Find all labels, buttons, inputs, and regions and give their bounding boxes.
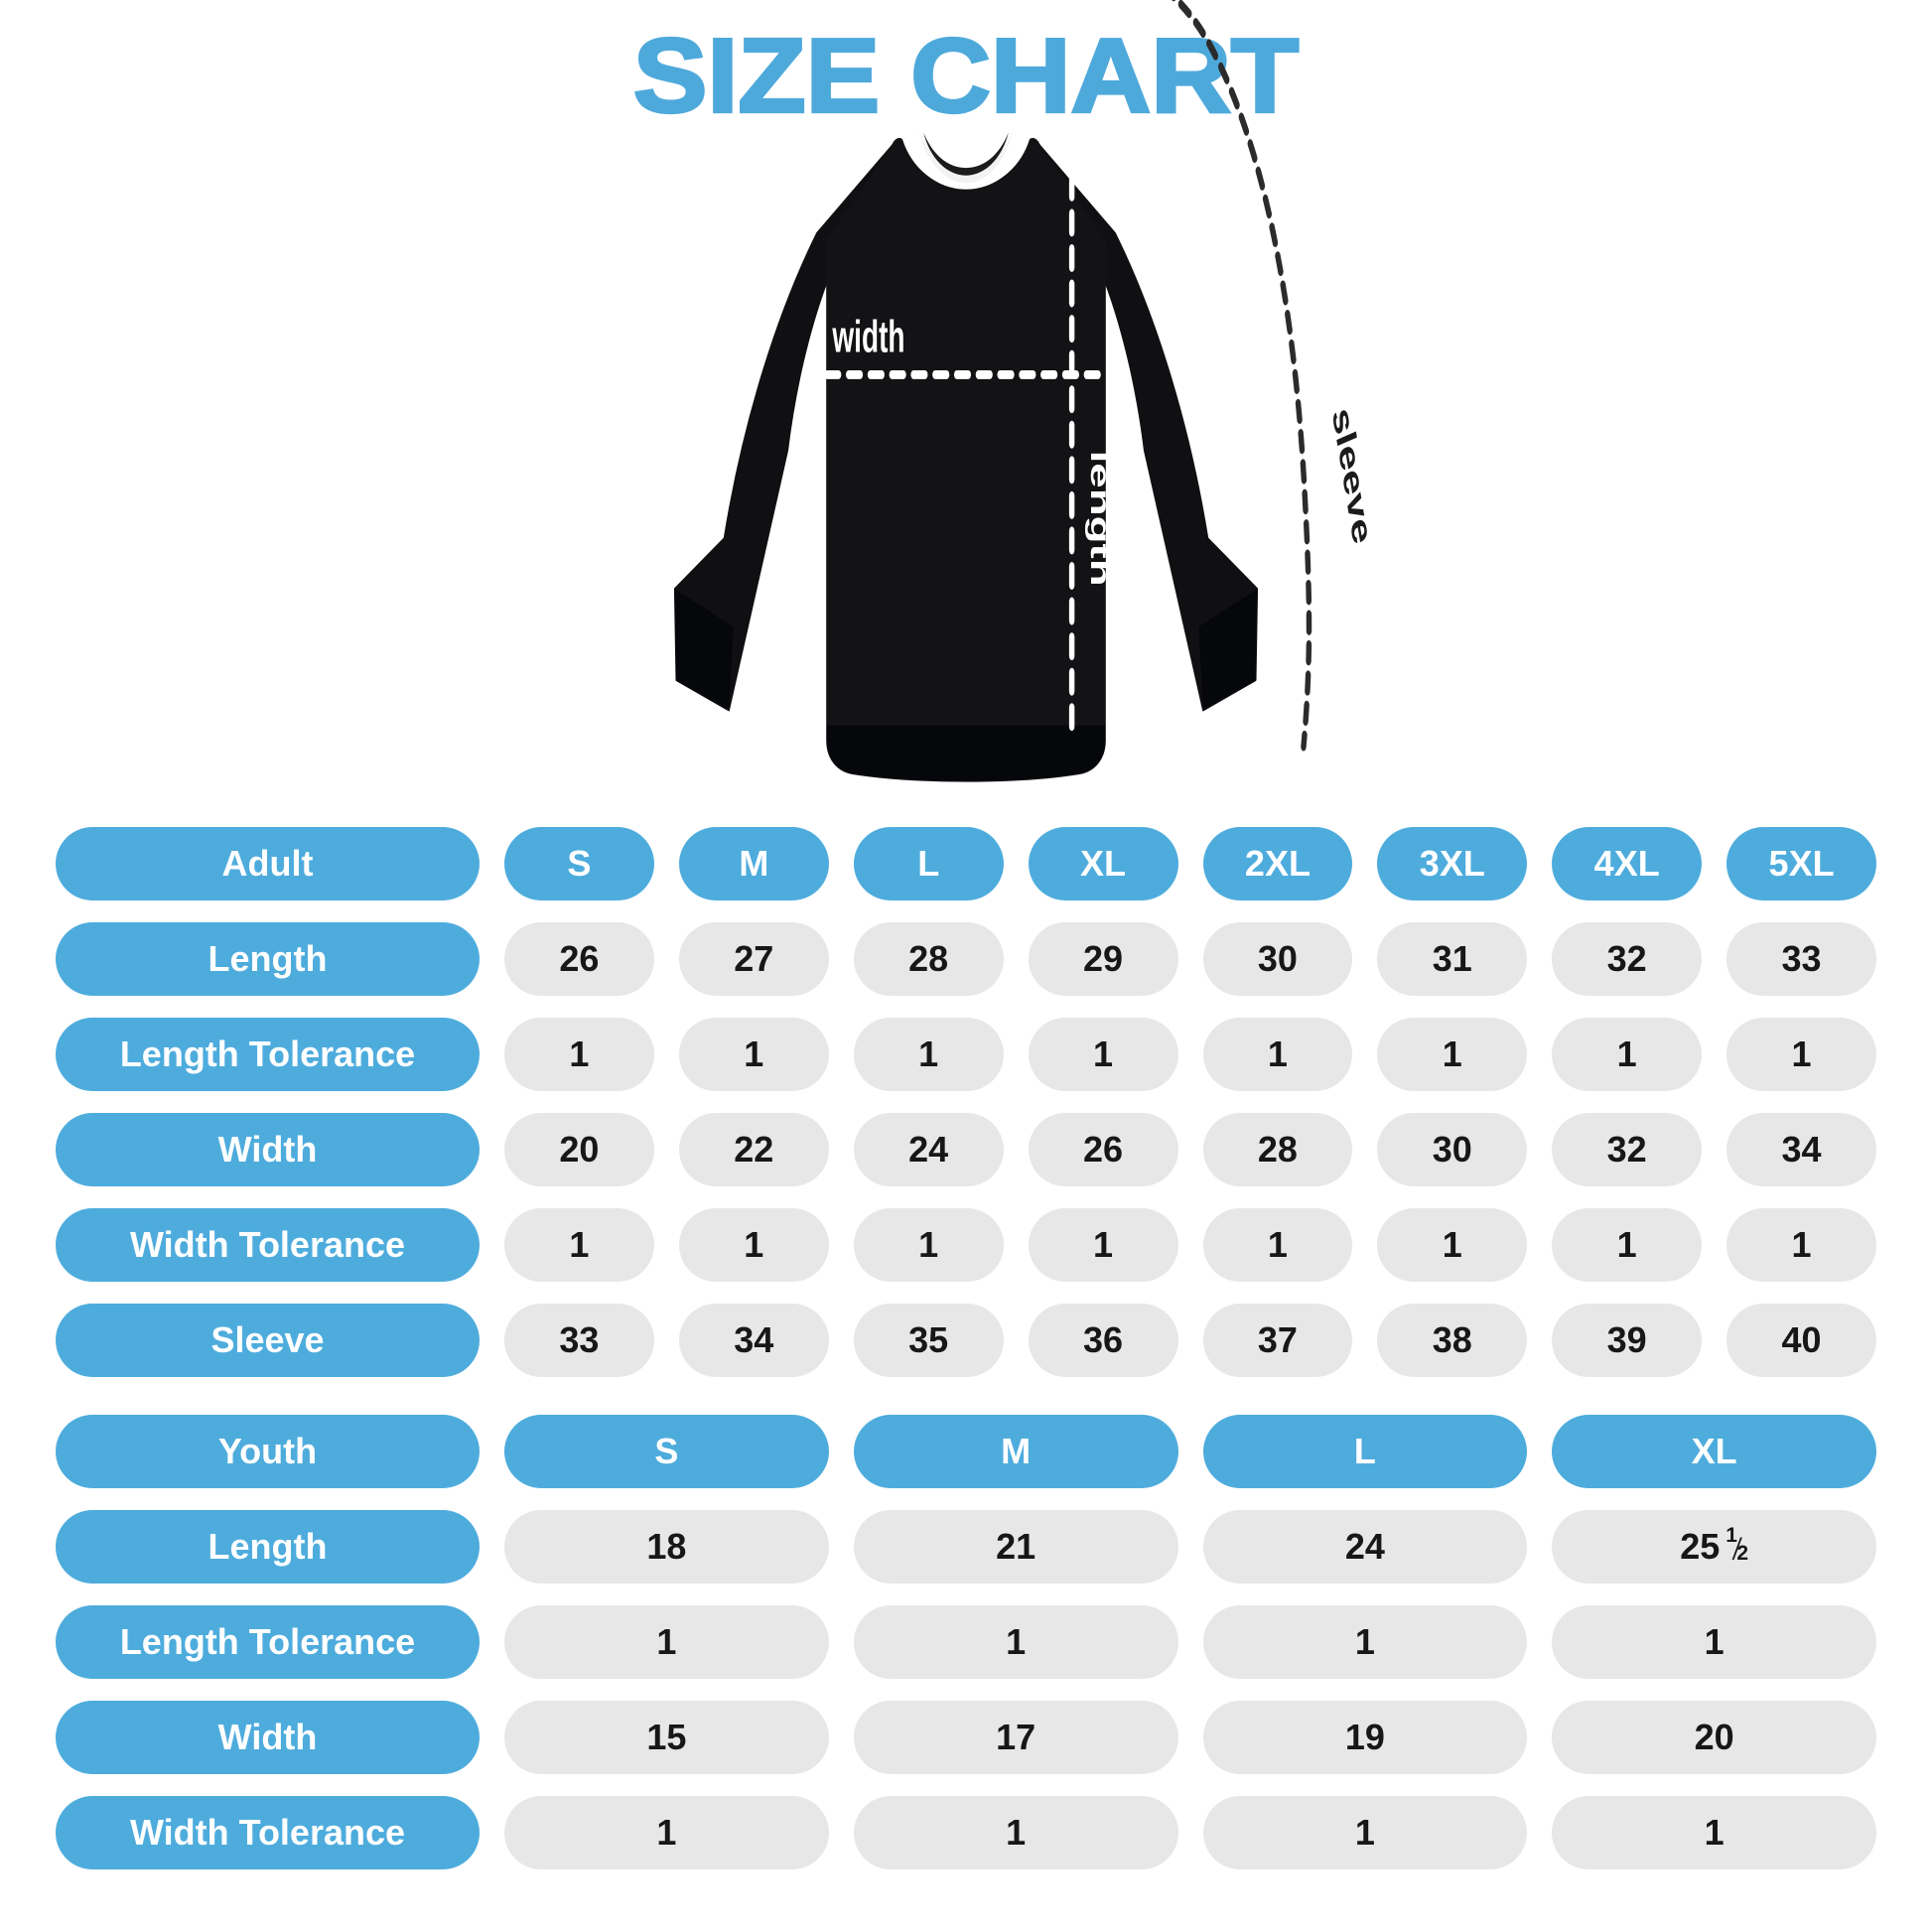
- svg-text:width: width: [832, 313, 905, 363]
- svg-text:length: length: [1084, 451, 1115, 587]
- svg-text:sleeve: sleeve: [1325, 402, 1377, 549]
